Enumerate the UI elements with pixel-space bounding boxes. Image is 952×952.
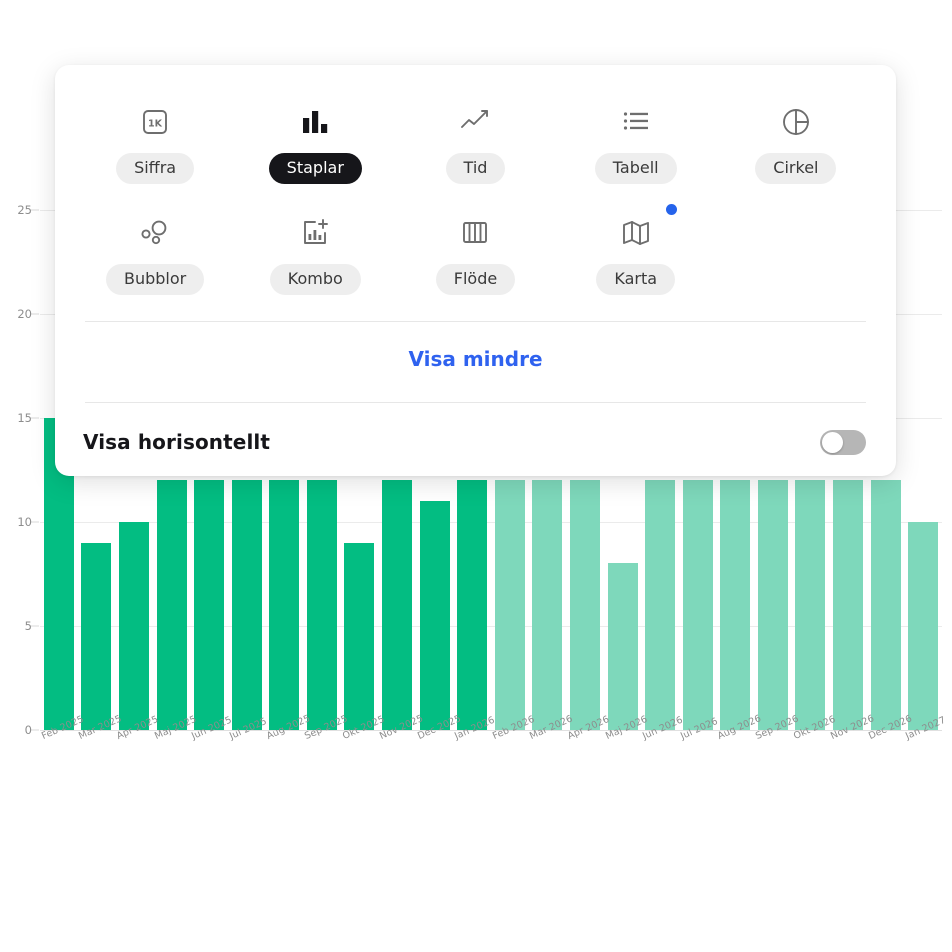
y-axis-tick: [30, 313, 39, 315]
panel-divider-bottom: [85, 402, 866, 403]
y-axis-label: 0: [24, 723, 32, 737]
y-axis-tick: [30, 417, 39, 419]
bar[interactable]: [494, 480, 525, 730]
show-less-label: Visa mindre: [408, 347, 543, 371]
chart-type-cirkel[interactable]: Cirkel: [716, 91, 876, 198]
toggle-knob: [822, 431, 843, 453]
bar[interactable]: [194, 480, 225, 730]
bar[interactable]: [81, 542, 112, 730]
bar[interactable]: [457, 480, 488, 730]
panel-divider-top: [85, 321, 866, 322]
chart-type-label: Tid: [445, 153, 506, 184]
y-axis-tick: [30, 209, 39, 211]
bar[interactable]: [682, 480, 713, 730]
bubble-chart-icon: [137, 210, 173, 256]
bar[interactable]: [833, 480, 864, 730]
pie-chart-icon: [778, 99, 814, 145]
chart-type-panel: 1K Siffra Staplar Tid Tabell Cirkel Bubblor Kom…: [55, 65, 896, 476]
bar[interactable]: [118, 521, 149, 730]
bar[interactable]: [645, 480, 676, 730]
show-less-button[interactable]: Visa mindre: [55, 322, 896, 396]
y-axis-label: 5: [24, 618, 32, 633]
chart-type-karta[interactable]: Karta: [556, 202, 716, 309]
bar[interactable]: [231, 480, 262, 730]
show-horizontal-toggle[interactable]: [820, 429, 866, 455]
chart-type-label: Bubblor: [105, 264, 205, 295]
y-axis-label: 20: [17, 306, 32, 321]
chart-type-siffra[interactable]: 1K Siffra: [75, 91, 235, 198]
chart-type-kombo[interactable]: Kombo: [235, 202, 395, 309]
y-axis-tick: [30, 521, 39, 523]
chart-type-fl-de[interactable]: Flöde: [395, 202, 555, 309]
y-axis-tick: [30, 625, 39, 627]
bar[interactable]: [607, 563, 638, 730]
bar[interactable]: [870, 480, 901, 730]
show-horizontal-label: Visa horisontellt: [83, 430, 271, 454]
bar[interactable]: [344, 542, 375, 730]
y-axis-label: 15: [17, 410, 32, 425]
show-horizontal-row: Visa horisontellt: [55, 403, 896, 476]
chart-type-bubblor[interactable]: Bubblor: [75, 202, 235, 309]
bar[interactable]: [419, 501, 450, 730]
bar[interactable]: [269, 480, 300, 730]
chart-type-label: Kombo: [269, 264, 361, 295]
bar[interactable]: [306, 480, 337, 730]
line-chart-icon: [457, 99, 493, 145]
gridline: [40, 730, 942, 731]
list-table-icon: [619, 99, 653, 145]
combo-chart-add-icon: [297, 210, 333, 256]
bar[interactable]: [795, 480, 826, 730]
map-icon: [618, 210, 654, 256]
chart-type-label: Siffra: [116, 153, 195, 184]
bar[interactable]: [569, 480, 600, 730]
chart-type-label: Flöde: [435, 264, 516, 295]
bar[interactable]: [156, 480, 187, 730]
new-badge-dot: [665, 204, 677, 215]
bar[interactable]: [757, 480, 788, 730]
gridline: [40, 625, 942, 627]
chart-type-staplar[interactable]: Staplar: [235, 91, 395, 198]
chart-type-label: Karta: [596, 264, 676, 295]
bar[interactable]: [908, 521, 939, 730]
chart-type-tabell[interactable]: Tabell: [556, 91, 716, 198]
bar[interactable]: [532, 480, 563, 730]
flow-columns-icon: [457, 210, 493, 256]
bar[interactable]: [720, 480, 751, 730]
bar-chart-icon: [298, 99, 332, 145]
y-axis-label: 25: [17, 202, 32, 217]
y-axis-label: 10: [17, 514, 32, 529]
y-axis-tick: [30, 729, 39, 731]
chart-type-label: Tabell: [594, 153, 677, 184]
x-axis-labels: Feb 2025 Mar 2025 Apr 2025 Maj 2025 Jun 2025…: [40, 713, 948, 792]
bar[interactable]: [382, 480, 413, 730]
number-1k-icon: 1K: [137, 99, 173, 145]
chart-type-grid: 1K Siffra Staplar Tid Tabell Cirkel Bubblor Kom…: [55, 65, 896, 315]
chart-type-label: Staplar: [268, 153, 362, 184]
svg-text:1K: 1K: [148, 119, 163, 130]
chart-type-tid[interactable]: Tid: [395, 91, 555, 198]
chart-type-label: Cirkel: [755, 153, 837, 184]
gridline: [40, 521, 942, 523]
